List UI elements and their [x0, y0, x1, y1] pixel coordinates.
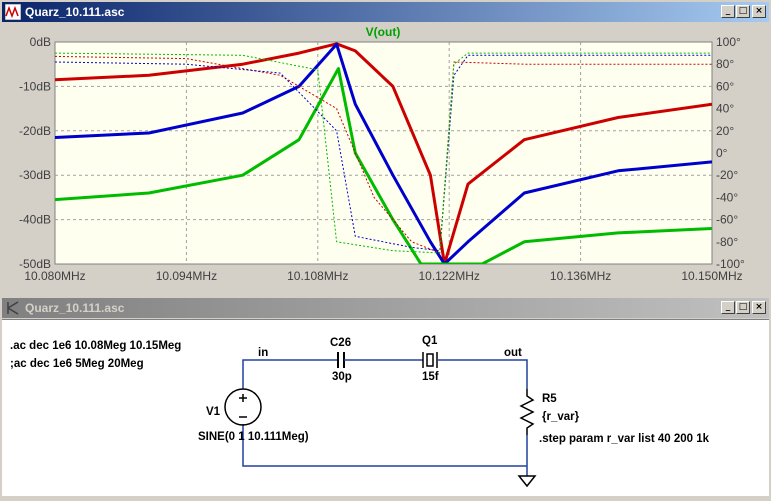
c26-name: C26: [330, 337, 351, 349]
v1-value: SINE(0 1 10.111Meg): [198, 431, 309, 443]
wires: [242, 359, 528, 476]
q1-name: Q1: [422, 335, 438, 347]
left-tick-label: -50dB: [19, 257, 51, 271]
maximize-button[interactable]: □: [736, 301, 750, 314]
right-tick-label: -100°: [716, 257, 745, 271]
plot-window: Quarz_10.111.asc _ □ × V(out) 0dB -10dB -2…: [2, 2, 769, 288]
schematic-drawing[interactable]: .ac dec 1e6 10.08Meg 10.15Meg ;ac dec 1e…: [2, 320, 769, 496]
resistor-r5[interactable]: R5 {r_var}: [519, 389, 580, 435]
right-tick-label: 20°: [716, 124, 734, 138]
left-axis-ticks: 0dB -10dB -20dB -30dB -40dB -50dB: [19, 35, 51, 271]
capacitor-c26[interactable]: C26 30p: [330, 337, 352, 383]
wire-ground: [242, 424, 527, 467]
trace-label[interactable]: V(out): [366, 25, 401, 39]
left-tick-label: -20dB: [19, 124, 51, 138]
left-tick-label: -40dB: [19, 213, 51, 227]
right-tick-label: 40°: [716, 102, 734, 116]
minimize-button[interactable]: _: [721, 301, 735, 314]
q1-value: 15f: [422, 371, 439, 383]
maximize-button[interactable]: □: [736, 5, 750, 18]
left-tick-label: -30dB: [19, 168, 51, 182]
x-axis-ticks: 10.080MHz 10.094MHz 10.108MHz 10.122MHz 10.1…: [24, 269, 742, 283]
right-tick-label: 80°: [716, 57, 734, 71]
right-tick-label: -80°: [716, 235, 738, 249]
step-directive[interactable]: .step param r_var list 40 200 1k: [539, 433, 710, 445]
x-tick-label: 10.122MHz: [419, 269, 480, 283]
ground-icon[interactable]: [517, 475, 537, 488]
close-button[interactable]: ×: [752, 5, 766, 18]
plot-traces: [55, 42, 712, 264]
left-tick-label: 0dB: [30, 35, 51, 49]
r5-name: R5: [542, 393, 557, 405]
phase-trace: [55, 55, 712, 254]
crystal-q1[interactable]: Q1 15f: [422, 335, 439, 383]
right-tick-label: 0°: [716, 146, 728, 160]
right-tick-label: -60°: [716, 213, 738, 227]
right-tick-label: 100°: [716, 35, 741, 49]
close-button[interactable]: ×: [752, 301, 766, 314]
schematic-window-title: Quarz_10.111.asc: [25, 301, 125, 315]
x-tick-label: 10.108MHz: [287, 269, 348, 283]
plot-window-titlebar[interactable]: Quarz_10.111.asc _ □ ×: [2, 2, 769, 22]
right-tick-label: 60°: [716, 79, 734, 93]
ac-directive-comment[interactable]: ;ac dec 1e6 5Meg 20Meg: [10, 358, 144, 370]
x-tick-label: 10.136MHz: [550, 269, 611, 283]
minimize-button[interactable]: _: [721, 5, 735, 18]
right-axis-ticks: 100° 80° 60° 40° 20° 0° -20° -40° -60° -80° -100°: [716, 35, 745, 271]
plot-pane[interactable]: V(out) 0dB -10dB -20dB -30dB -40dB -50dB 100°…: [2, 22, 769, 288]
right-tick-label: -20°: [716, 168, 738, 182]
magnitude-trace: [55, 42, 712, 264]
left-tick-label: -10dB: [19, 79, 51, 93]
schematic-window-titlebar[interactable]: Quarz_10.111.asc _ □ ×: [2, 298, 769, 318]
wire-in: [242, 359, 338, 389]
plot-window-title: Quarz_10.111.asc: [25, 5, 125, 19]
ac-directive[interactable]: .ac dec 1e6 10.08Meg 10.15Meg: [10, 340, 181, 352]
x-tick-label: 10.150MHz: [681, 269, 742, 283]
schematic-canvas[interactable]: .ac dec 1e6 10.08Meg 10.15Meg ;ac dec 1e…: [2, 319, 769, 496]
magnitude-trace: [55, 67, 712, 264]
waveform-app-icon: [5, 4, 21, 20]
plot-area[interactable]: [54, 41, 713, 265]
c26-value: 30p: [332, 371, 352, 383]
magnitude-trace: [55, 42, 712, 264]
r5-value: {r_var}: [542, 411, 580, 423]
x-tick-label: 10.080MHz: [24, 269, 85, 283]
wire-out: [438, 359, 528, 389]
schematic-app-icon: [7, 301, 19, 315]
waveform-plot[interactable]: V(out) 0dB -10dB -20dB -30dB -40dB -50dB 100°…: [2, 22, 769, 288]
v1-name: V1: [206, 406, 221, 418]
voltage-source-v1[interactable]: V1 SINE(0 1 10.111Meg): [198, 388, 309, 443]
right-tick-label: -40°: [716, 190, 738, 204]
net-label-out[interactable]: out: [504, 347, 522, 359]
x-tick-label: 10.094MHz: [156, 269, 217, 283]
net-label-in[interactable]: in: [258, 347, 268, 359]
phase-trace: [55, 52, 712, 254]
